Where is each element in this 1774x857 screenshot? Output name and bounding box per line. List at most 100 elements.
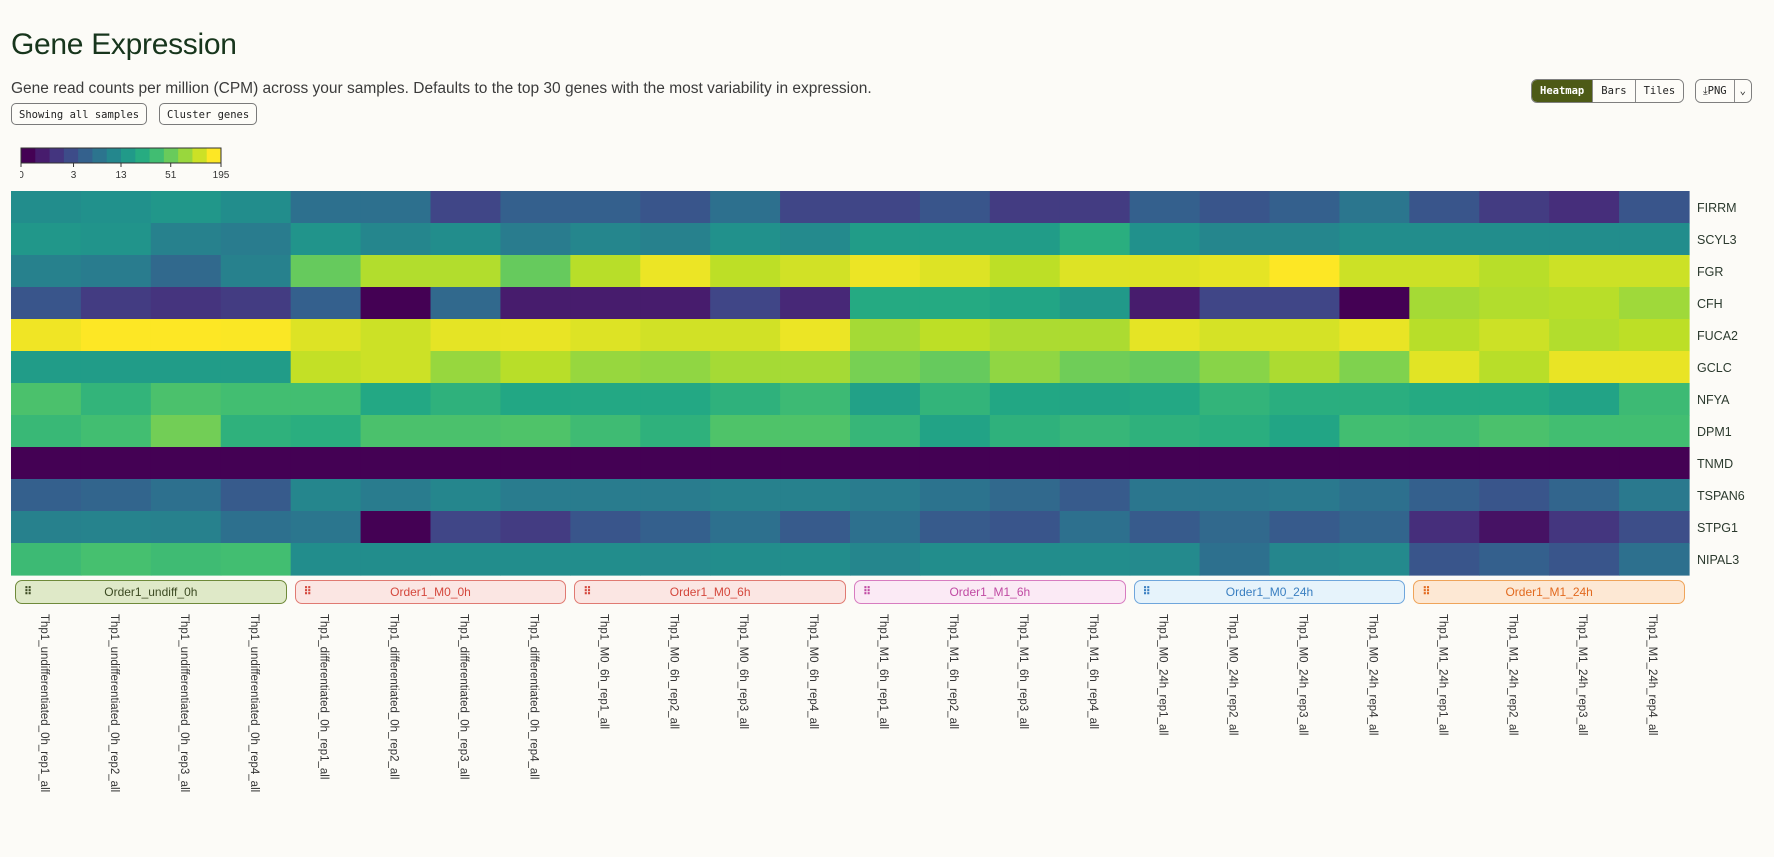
sample-label: Thp1_M1_6h_rep1_all [877,614,889,729]
heatmap-cell [80,223,152,256]
heatmap-cell [430,351,502,384]
gene-label: TNMD [1697,457,1733,471]
heatmap-cell [850,351,921,384]
heatmap-cell [1269,223,1341,256]
sample-group-label: Order1_M0_6h [669,585,751,599]
heatmap-cell [710,351,781,384]
sample-label: Thp1_M0_24h_rep4_all [1366,614,1378,735]
heatmap-cell [80,255,152,288]
drag-handle-icon[interactable]: ⠿ [863,586,871,598]
download-png-button[interactable]: ⤓PNG [1696,80,1734,102]
sample-group-chip[interactable]: ⠿ Order1_M0_6h [574,580,846,604]
heatmap-cell [500,223,571,256]
heatmap-cell [1269,319,1341,352]
heatmap-cell [780,191,851,224]
drag-handle-icon[interactable]: ⠿ [583,586,591,598]
heatmap-cell [1619,543,1690,576]
heatmap-cell [500,287,571,320]
heatmap-cell [989,223,1061,256]
heatmap-cell [1549,479,1620,512]
heatmap-cell [1269,415,1341,448]
legend-swatch [192,148,208,163]
sample-group-chip[interactable]: ⠿ Order1_M0_24h [1133,580,1406,604]
heatmap-cell [150,543,222,576]
heatmap-cell [1269,383,1341,416]
drag-handle-icon[interactable]: ⠿ [303,586,312,598]
drag-handle-icon[interactable]: ⠿ [24,586,32,598]
sample-label: Thp1_M0_6h_rep1_all [597,614,609,729]
sample-label: Thp1_M1_6h_rep3_all [1017,614,1029,729]
view-mode-tiles[interactable]: Tiles [1634,80,1684,102]
heatmap-cell [1409,223,1480,256]
sample-label: Thp1_differentiated_0h_rep2_all [388,614,400,779]
drag-handle-icon[interactable]: ⠿ [1422,586,1430,598]
heatmap-cell [1409,447,1480,480]
heatmap-cell [1059,319,1131,352]
legend-swatch [78,148,93,163]
heatmap-cell [1269,447,1341,480]
sample-group-label: Order1_M1_6h [949,585,1031,599]
drag-handle-icon[interactable]: ⠿ [1142,586,1151,598]
heatmap-cell [850,319,921,352]
heatmap-cell [80,415,152,448]
heatmap-cell [11,415,82,448]
gene-label: FUCA2 [1697,329,1738,343]
heatmap-cell [1339,223,1410,256]
sample-group-chip[interactable]: ⠿ Order1_M1_24h [1413,580,1685,604]
heatmap-cell [360,383,432,416]
heatmap-cell [570,479,641,512]
heatmap-cell [1059,351,1131,384]
heatmap-cell [1549,351,1620,384]
sample-group-chip[interactable]: ⠿ Order1_M1_6h [854,580,1126,604]
heatmap-cell [1339,447,1410,480]
view-mode-heatmap[interactable]: Heatmap [1532,80,1593,102]
sample-filter-button[interactable]: Showing all samples [11,103,148,125]
legend-tick-label: 3 [71,170,77,181]
download-menu-button[interactable]: ⌄ [1733,80,1751,102]
legend-tick-label: 13 [115,170,127,181]
heatmap-cell [430,319,502,352]
heatmap-cell [150,223,222,256]
heatmap-cell [850,447,921,480]
heatmap-cell [1619,287,1690,320]
heatmap-cell [290,255,362,288]
sample-group-chip[interactable]: ⠿ Order1_M0_0h [294,580,567,604]
heatmap-cell [1409,351,1480,384]
heatmap-cell [710,543,781,576]
gene-label: NFYA [1697,393,1730,407]
heatmap-cell [500,415,571,448]
heatmap-cell [1409,511,1480,544]
heatmap-cell [1199,351,1271,384]
heatmap-cell [1409,543,1480,576]
sample-group-chip[interactable]: ⠿ Order1_undiff_0h [15,580,287,604]
heatmap-cell [570,255,641,288]
heatmap-cell [1549,383,1620,416]
heatmap-cell [1059,223,1131,256]
sample-label: Thp1_M0_24h_rep1_all [1157,614,1169,735]
legend-tick-label: 0 [20,170,24,181]
heatmap-cell [220,511,292,544]
heatmap-cell [640,287,711,320]
heatmap-cell [430,287,502,320]
heatmap-cell [80,511,152,544]
heatmap-cell [1059,415,1131,448]
heatmap-cell [850,415,921,448]
heatmap-cell [1619,479,1690,512]
heatmap-cell [290,319,362,352]
legend-swatch [206,148,222,163]
heatmap-cell [11,319,82,352]
heatmap-cell [710,223,781,256]
heatmap-cell [1479,191,1550,224]
heatmap-cell [1269,511,1341,544]
heatmap-cell [1409,319,1480,352]
heatmap-cell [919,511,991,544]
heatmap-cell [1409,479,1480,512]
heatmap-cell [570,287,641,320]
download-control: ⤓PNG ⌄ [1695,79,1752,103]
heatmap-cell [1199,191,1271,224]
legend-swatch [92,148,108,163]
heatmap-cell [1479,543,1550,576]
heatmap-cell [360,351,432,384]
cluster-genes-button[interactable]: Cluster genes [159,103,258,125]
view-mode-bars[interactable]: Bars [1592,80,1635,102]
